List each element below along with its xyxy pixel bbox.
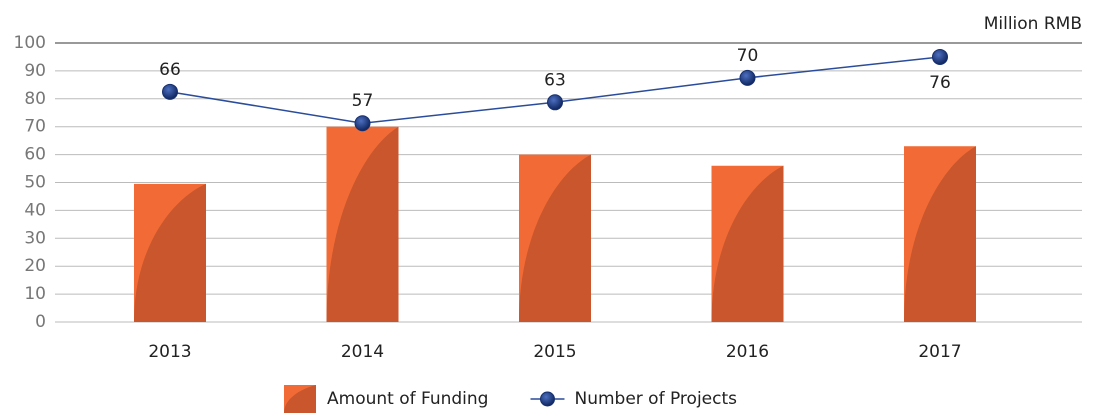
bar-shade (904, 146, 976, 322)
legend-label: Amount of Funding (327, 389, 488, 409)
data-label: 66 (159, 60, 181, 80)
y-tick-label: 70 (24, 117, 46, 137)
y-tick-label: 90 (24, 61, 46, 81)
legend-swatch-shade (284, 385, 316, 413)
line-marker (932, 48, 948, 65)
x-tick-label: 2013 (148, 342, 191, 362)
data-label: 57 (352, 91, 374, 111)
bar-shade (711, 165, 784, 322)
data-label: 76 (929, 73, 951, 93)
y-tick-label: 30 (24, 228, 46, 248)
x-tick-label: 2017 (918, 342, 961, 362)
line-marker (162, 83, 178, 100)
y-tick-label: 80 (24, 89, 46, 109)
bar-shade (326, 126, 399, 322)
y-tick-label: 100 (14, 33, 46, 53)
unit-label: Million RMB (984, 14, 1082, 34)
data-label: 63 (544, 70, 566, 90)
y-tick-label: 10 (24, 284, 46, 304)
x-tick-label: 2016 (726, 342, 769, 362)
line-marker (354, 115, 371, 132)
legend-marker (539, 391, 555, 407)
line-marker (739, 69, 756, 86)
data-label: 70 (737, 46, 759, 66)
legend-label: Number of Projects (574, 389, 737, 409)
bar-shade (134, 183, 206, 322)
y-tick-label: 40 (24, 200, 46, 220)
y-tick-label: 60 (24, 145, 46, 165)
x-tick-label: 2014 (341, 342, 384, 362)
bar-shade (519, 154, 591, 322)
y-tick-label: 20 (24, 256, 46, 276)
line-marker (547, 94, 563, 111)
y-tick-label: 0 (35, 312, 46, 332)
y-tick-label: 50 (24, 173, 46, 193)
x-tick-label: 2015 (533, 342, 576, 362)
